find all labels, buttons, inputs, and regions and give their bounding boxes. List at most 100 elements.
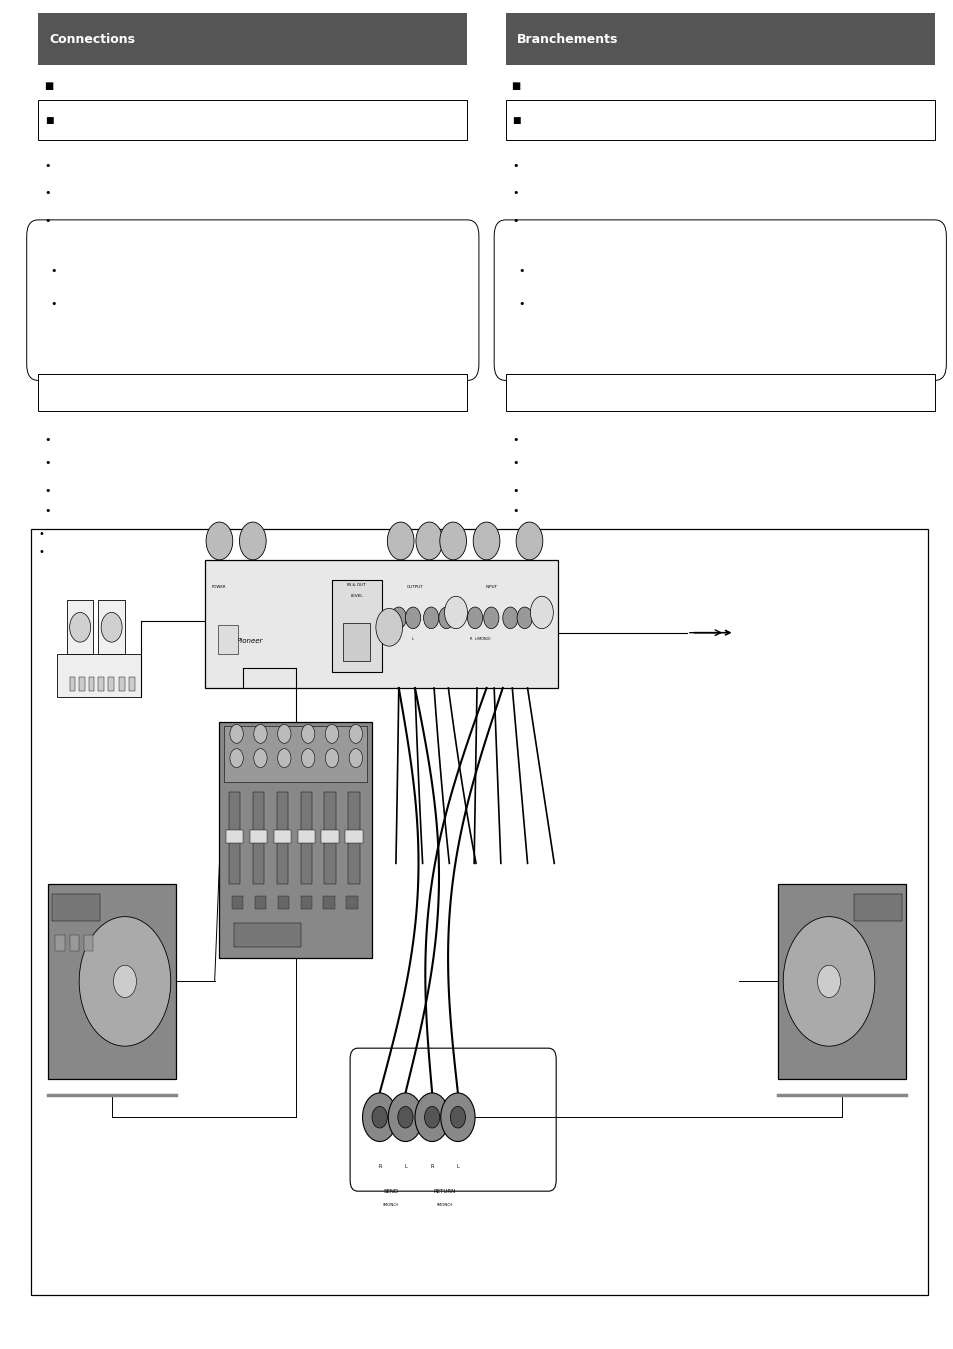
Circle shape <box>113 966 136 998</box>
Bar <box>108 677 113 691</box>
Bar <box>254 896 266 909</box>
Bar <box>324 792 335 884</box>
Text: •: • <box>51 298 57 309</box>
Text: •: • <box>45 161 51 171</box>
Text: Pioneer: Pioneer <box>236 638 263 643</box>
Bar <box>505 374 934 411</box>
Text: •: • <box>512 161 518 171</box>
Circle shape <box>101 612 122 642</box>
Circle shape <box>439 522 466 560</box>
Text: ■: ■ <box>511 81 520 92</box>
Text: •: • <box>512 434 518 445</box>
Bar <box>274 830 291 843</box>
FancyBboxPatch shape <box>350 1048 556 1191</box>
Circle shape <box>325 724 338 743</box>
Bar <box>38 374 467 411</box>
Text: INPUT: INPUT <box>485 585 497 588</box>
Circle shape <box>415 1093 449 1141</box>
Circle shape <box>817 966 840 998</box>
Circle shape <box>325 749 338 768</box>
Circle shape <box>70 612 91 642</box>
Text: •: • <box>51 266 57 277</box>
Text: R: R <box>397 638 399 641</box>
Bar <box>297 830 314 843</box>
Circle shape <box>416 522 442 560</box>
Circle shape <box>388 1093 422 1141</box>
Text: •: • <box>512 216 518 227</box>
Text: •: • <box>512 486 518 496</box>
Text: •: • <box>45 506 51 517</box>
Bar <box>505 13 934 65</box>
Bar <box>300 792 312 884</box>
Circle shape <box>375 608 402 646</box>
Text: Connections: Connections <box>50 32 135 46</box>
Text: R  L(MONO): R L(MONO) <box>469 638 490 641</box>
Bar <box>276 792 288 884</box>
Circle shape <box>438 607 454 629</box>
Bar <box>55 935 65 951</box>
Circle shape <box>301 749 314 768</box>
Text: RETURN: RETURN <box>433 1188 456 1194</box>
Circle shape <box>483 607 498 629</box>
Bar <box>57 654 141 697</box>
Circle shape <box>372 1106 387 1128</box>
FancyBboxPatch shape <box>494 220 945 380</box>
Text: •: • <box>45 434 51 445</box>
Circle shape <box>277 724 291 743</box>
Bar <box>300 896 312 909</box>
Circle shape <box>253 724 267 743</box>
Bar <box>323 896 335 909</box>
Circle shape <box>277 749 291 768</box>
FancyBboxPatch shape <box>27 220 478 380</box>
Text: ■: ■ <box>512 116 520 124</box>
Bar <box>89 677 94 691</box>
Bar <box>226 830 243 843</box>
Text: ■: ■ <box>45 116 53 124</box>
Bar <box>332 580 381 672</box>
Text: IN & OUT: IN & OUT <box>347 584 366 587</box>
Bar <box>343 623 370 661</box>
Bar <box>345 830 362 843</box>
Circle shape <box>349 749 362 768</box>
Bar <box>67 600 93 654</box>
Circle shape <box>502 607 517 629</box>
Bar <box>79 677 85 691</box>
Circle shape <box>230 724 243 743</box>
Bar <box>205 560 558 688</box>
Text: (MONO): (MONO) <box>382 1203 399 1206</box>
Circle shape <box>349 724 362 743</box>
Circle shape <box>424 1106 439 1128</box>
Circle shape <box>230 749 243 768</box>
Text: •: • <box>45 188 51 198</box>
Text: POWER: POWER <box>212 585 226 588</box>
Text: (MONO): (MONO) <box>436 1203 453 1206</box>
Text: •: • <box>38 546 44 557</box>
Text: •: • <box>517 298 524 309</box>
Circle shape <box>79 917 171 1047</box>
Bar <box>229 792 240 884</box>
Text: L: L <box>412 638 414 641</box>
Circle shape <box>782 917 874 1047</box>
Text: -10dB  +4dB: -10dB +4dB <box>343 657 368 660</box>
Text: L: L <box>404 1164 406 1170</box>
Circle shape <box>473 522 499 560</box>
Circle shape <box>423 607 438 629</box>
Bar <box>129 677 134 691</box>
Bar <box>348 792 359 884</box>
Circle shape <box>391 607 406 629</box>
Circle shape <box>239 522 266 560</box>
Circle shape <box>206 522 233 560</box>
Text: LEVEL: LEVEL <box>350 595 363 598</box>
Bar <box>84 935 93 951</box>
Text: SEND: SEND <box>383 1188 398 1194</box>
Circle shape <box>362 1093 396 1141</box>
Circle shape <box>253 749 267 768</box>
Bar <box>70 935 79 951</box>
Bar <box>321 830 338 843</box>
Circle shape <box>387 522 414 560</box>
Bar <box>233 923 300 947</box>
Circle shape <box>467 607 482 629</box>
Bar <box>232 896 243 909</box>
Bar <box>277 896 289 909</box>
Text: R: R <box>430 1164 434 1170</box>
